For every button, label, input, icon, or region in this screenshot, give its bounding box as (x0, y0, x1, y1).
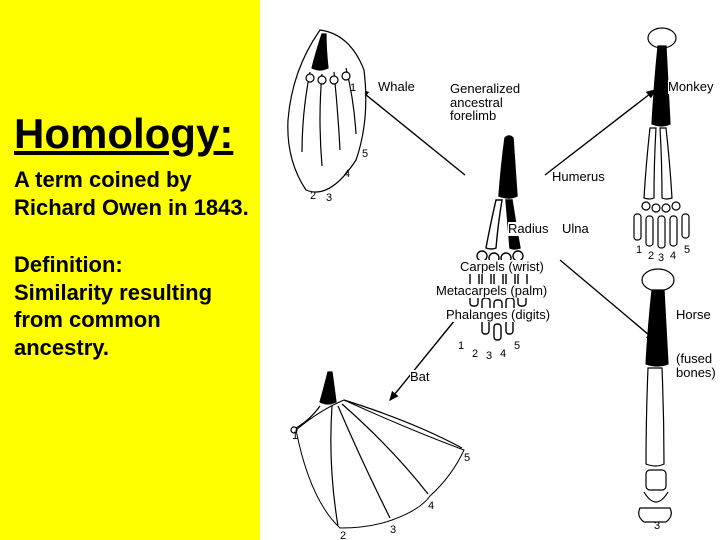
monkey-limb (634, 28, 689, 248)
text-column: Homology: A term coined by Richard Owen … (14, 110, 254, 361)
bone-label: Carpels (wrist) (460, 260, 544, 274)
digit-number: 5 (464, 452, 470, 464)
digit-number: 2 (648, 250, 654, 262)
bone-label: Metacarpels (palm) (436, 284, 547, 298)
digit-number: 1 (350, 82, 356, 94)
digit-number: 4 (344, 168, 350, 180)
digit-number: 4 (428, 500, 434, 512)
digit-number: 3 (486, 350, 492, 362)
digit-number: 1 (458, 340, 464, 352)
digit-number: 2 (340, 530, 346, 540)
digit-number: 2 (472, 348, 478, 360)
digit-number: 4 (670, 250, 676, 262)
bone-label: Radius (508, 222, 548, 236)
animal-label: Bat (410, 370, 430, 384)
animal-label: Monkey (668, 80, 714, 94)
digit-number: 3 (658, 252, 664, 264)
bone-label: Humerus (552, 170, 605, 184)
digit-number: 5 (514, 340, 520, 352)
homology-diagram: Generalized ancestral forelimb Humerus Ra… (260, 0, 720, 540)
digit-number: 1 (292, 430, 298, 442)
slide-title: Homology: (14, 110, 254, 158)
bone-label: Phalanges (digits) (446, 308, 550, 322)
center-label: Generalized ancestral forelimb (450, 82, 540, 123)
definition-label: Definition: (14, 251, 254, 279)
animal-label: Whale (378, 80, 415, 94)
slide: Homology: A term coined by Richard Owen … (0, 0, 720, 540)
digit-number: 3 (326, 192, 332, 204)
whale-limb (288, 30, 366, 192)
bone-label: Ulna (562, 222, 589, 236)
definition-text: Similarity resulting from common ancestr… (14, 279, 254, 362)
bat-limb (291, 372, 464, 528)
digit-number: 1 (636, 244, 642, 256)
digit-number: 5 (684, 244, 690, 256)
digit-number: 4 (500, 348, 506, 360)
digit-number: 2 (310, 190, 316, 202)
animal-note: (fused bones) (676, 352, 716, 379)
horse-limb (639, 269, 674, 522)
coined-by-text: A term coined by Richard Owen in 1843. (14, 166, 254, 221)
digit-number: 3 (654, 520, 660, 532)
animal-label: Horse (676, 308, 711, 322)
digit-number: 5 (362, 148, 368, 160)
digit-number: 3 (390, 524, 396, 536)
